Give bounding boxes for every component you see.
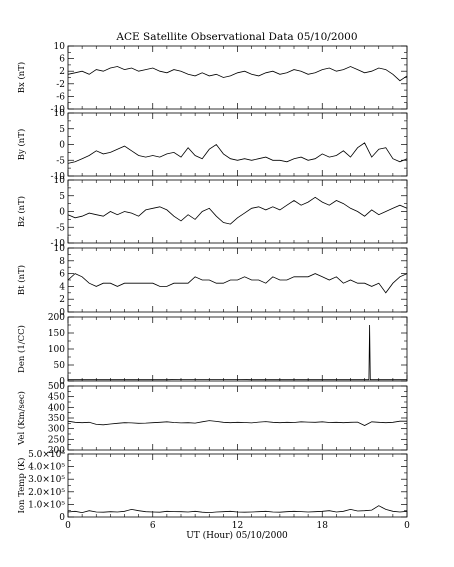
- x-axis-label: UT (Hour) 05/10/2000: [186, 530, 288, 541]
- den-series-line: [68, 324, 407, 381]
- bt-ytick-label: 10: [54, 244, 66, 254]
- vel-ytick-label: 200: [48, 446, 65, 456]
- panels-group: -10 -6 -2 2 6 10 Bx (nT) -10 -5 0 5 10 By (nT) -10 -5 0…: [16, 42, 410, 531]
- temp-ylabel: Ion Temp (K): [16, 458, 27, 514]
- vel-ytick-label: 300: [48, 425, 65, 435]
- x-tick-label: 6: [150, 521, 156, 531]
- den-ylabel: Den (1/CC): [16, 325, 27, 373]
- by-ytick-label: 5: [59, 125, 65, 135]
- bx-ytick-label: 10: [54, 42, 66, 52]
- bx-ytick-label: 6: [59, 55, 65, 65]
- temp-series-line: [67, 505, 408, 514]
- bx-ytick-label: -6: [56, 92, 65, 102]
- den-ytick-label: 150: [48, 329, 65, 339]
- bx-frame: [67, 45, 408, 110]
- vel-ytick-label: 250: [48, 435, 65, 445]
- temp-frame: [67, 453, 408, 518]
- bx-ytick-label: -10: [51, 105, 66, 115]
- figure-title: ACE Satellite Observational Data 05/10/2…: [115, 31, 357, 43]
- bx-panel: -10 -6 -2 2 6 10 Bx (nT): [16, 42, 408, 115]
- temp-ytick-label: 5.0×10⁵: [28, 450, 65, 460]
- bt-ytick-label: 0: [59, 308, 65, 318]
- temp-ytick-label: 0: [59, 513, 65, 523]
- by-ytick-label: -10: [51, 172, 66, 182]
- den-panel: 0 50 100 150 200 Den (1/CC): [16, 313, 408, 387]
- bx-ytick-label: -2: [56, 80, 65, 90]
- den-ytick-label: 0: [59, 377, 65, 387]
- bt-ytick-label: 6: [59, 270, 65, 280]
- temp-ytick-label: 3.0×10⁵: [28, 475, 65, 485]
- x-tick-label: 18: [317, 521, 329, 531]
- vel-ytick-label: 400: [48, 403, 65, 413]
- bz-series-line: [67, 196, 408, 225]
- vel-series-line: [67, 420, 407, 426]
- den-ytick-label: 200: [48, 313, 65, 323]
- by-ylabel: By (nT): [16, 129, 27, 161]
- bz-ytick-label: 5: [59, 192, 65, 202]
- den-ytick-label: 100: [48, 345, 65, 355]
- bz-ylabel: Bz (nT): [16, 196, 27, 227]
- x-tick-label: 12: [232, 521, 243, 531]
- bz-ytick-label: 10: [54, 176, 66, 186]
- vel-ytick-label: 500: [48, 382, 65, 392]
- bx-ylabel: Bx (nT): [16, 62, 27, 94]
- by-ytick-label: -5: [56, 156, 65, 166]
- temp-ytick-label: 1.0×10⁵: [28, 500, 65, 510]
- vel-ytick-label: 450: [48, 393, 65, 403]
- bt-ytick-label: 8: [59, 257, 65, 267]
- bt-panel: 0 2 4 6 8 10 Bt (nT): [16, 244, 408, 318]
- temp-ytick-label: 2.0×10⁵: [28, 488, 65, 498]
- bz-ytick-label: 0: [59, 208, 65, 218]
- by-frame: [67, 112, 408, 177]
- vel-ytick-label: 350: [48, 414, 65, 424]
- den-frame: [67, 316, 408, 382]
- bz-frame: [67, 179, 408, 244]
- x-tick-label: 0: [404, 521, 410, 531]
- vel-frame: [67, 385, 408, 451]
- bx-ytick-label: 2: [59, 67, 65, 77]
- den-ytick-label: 50: [54, 361, 66, 371]
- by-series-line: [67, 142, 408, 164]
- bt-ytick-label: 2: [59, 295, 65, 305]
- by-ytick-label: 0: [59, 141, 65, 151]
- by-panel: -10 -5 0 5 10 By (nT): [16, 109, 408, 182]
- by-ytick-label: 10: [54, 109, 66, 119]
- bt-series-line: [67, 273, 408, 294]
- bt-ytick-label: 4: [59, 282, 65, 292]
- x-tick-label: 0: [65, 521, 71, 531]
- vel-ylabel: Vel (Km/sec): [16, 391, 27, 446]
- temp-panel: 0 1.0×10⁵ 2.0×10⁵ 3.0×10⁵ 4.0×10⁵ 5.0×10⁵Ion …: [16, 450, 408, 523]
- bz-panel: -10 -5 0 5 10 Bz (nT): [16, 176, 408, 249]
- bt-ylabel: Bt (nT): [16, 265, 27, 295]
- bz-ytick-label: -5: [56, 223, 65, 233]
- bx-series-line: [67, 66, 408, 82]
- bz-ytick-label: -10: [51, 239, 66, 249]
- temp-ytick-label: 4.0×10⁵: [28, 463, 65, 473]
